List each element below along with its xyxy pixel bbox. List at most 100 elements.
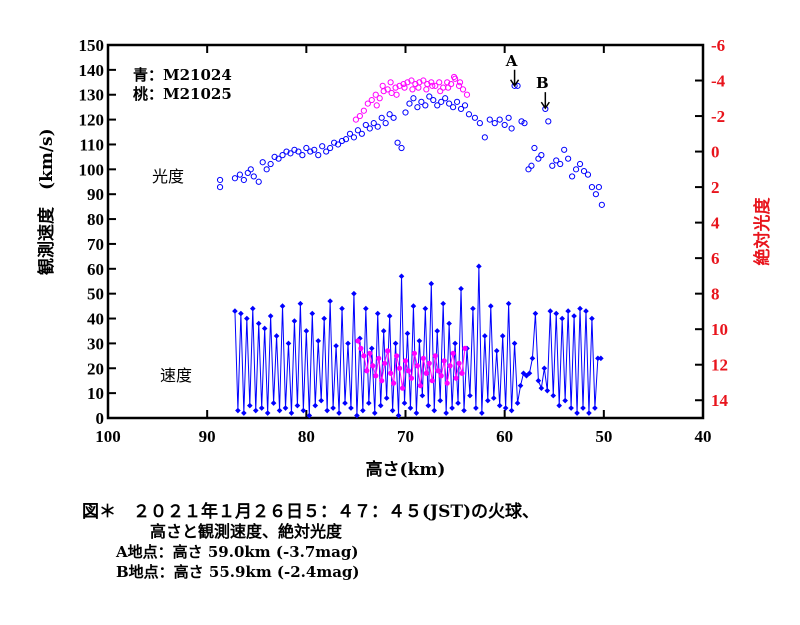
y-tick-label: 110: [79, 135, 104, 154]
x-tick-label: 70: [397, 427, 414, 446]
velocity-point: [408, 375, 415, 381]
velocity-point: [586, 410, 592, 416]
brightness-point: [476, 120, 483, 127]
velocity-point: [380, 328, 387, 334]
velocity-point: [417, 383, 423, 389]
velocity-point: [419, 392, 426, 399]
brightness-point: [356, 112, 363, 120]
velocity-point: [598, 355, 604, 362]
brightness-point: [315, 152, 322, 159]
velocity-point: [303, 328, 310, 334]
brightness-point: [387, 79, 394, 86]
caption-line-2: 高さと観測速度、絶対光度: [150, 522, 343, 541]
brightness-point: [374, 123, 381, 130]
velocity-point: [529, 355, 536, 362]
brightness-point: [346, 130, 354, 137]
x-tick-label: 50: [595, 427, 612, 446]
brightness-point: [267, 160, 274, 168]
brightness-point: [393, 91, 400, 98]
velocity-point: [355, 338, 361, 344]
velocity-point: [544, 387, 551, 394]
y2-tick-label: 12: [711, 356, 728, 375]
brightness-point: [236, 171, 243, 178]
velocity-point: [583, 308, 589, 314]
brightness-point: [436, 79, 443, 86]
velocity-point: [458, 285, 464, 292]
brightness-point: [508, 125, 515, 132]
y2-axis-label: 絶対光度: [752, 197, 773, 266]
brightness-point: [364, 100, 371, 107]
series-velocity-3: [355, 338, 468, 391]
brightness-point: [216, 176, 224, 184]
velocity-point: [577, 305, 583, 312]
brightness-point: [584, 171, 592, 178]
brightness-point: [244, 169, 251, 176]
brightness-point: [362, 121, 369, 129]
brightness-point: [323, 148, 330, 155]
velocity-point: [482, 333, 488, 339]
velocity-point: [238, 310, 244, 317]
brightness-point: [545, 118, 552, 125]
velocity-point: [410, 303, 417, 309]
series-brightness-0: [216, 82, 605, 208]
velocity-region-label: 速度: [160, 366, 192, 385]
velocity-point: [363, 305, 369, 312]
brightness-point: [580, 168, 588, 175]
velocity-point: [395, 412, 402, 419]
velocity-point: [435, 368, 441, 374]
velocity-point: [348, 405, 354, 411]
brightness-point: [410, 95, 417, 102]
y2-tick-label: 10: [711, 320, 728, 339]
brightness-point: [446, 100, 453, 107]
velocity-point: [449, 405, 455, 411]
velocity-point: [270, 400, 277, 406]
brightness-point: [303, 144, 310, 152]
velocity-point: [252, 407, 259, 414]
x-tick-label: 60: [496, 427, 513, 446]
velocity-point: [377, 402, 384, 409]
brightness-point: [350, 134, 358, 141]
brightness-point: [438, 98, 445, 105]
brightness-point: [592, 191, 600, 198]
brightness-point: [598, 201, 605, 208]
caption-point-a: A地点：高さ 59.0km (-3.7mag): [116, 543, 359, 561]
velocity-point: [232, 308, 238, 314]
series-layer: [216, 73, 605, 419]
brightness-point: [402, 109, 409, 116]
brightness-point: [418, 98, 425, 105]
velocity-point: [444, 380, 450, 386]
brightness-point: [561, 146, 568, 153]
velocity-point: [428, 280, 435, 287]
velocity-point: [595, 355, 601, 362]
x-tick-label: 90: [199, 427, 216, 446]
brightness-point: [275, 155, 282, 162]
velocity-point: [473, 405, 479, 411]
brightness-point: [535, 155, 542, 162]
y-tick-label: 60: [87, 260, 104, 279]
brightness-point: [572, 166, 580, 173]
velocity-point: [490, 395, 497, 401]
brightness-point: [376, 95, 383, 102]
velocity-point: [402, 358, 409, 364]
brightness-point: [279, 152, 286, 159]
brightness-point: [429, 82, 436, 89]
velocity-point: [452, 340, 458, 347]
y-tick-label: 80: [87, 210, 104, 229]
chart: 100 90 80 70 60 50 400102030405060708090100110…: [36, 36, 773, 480]
velocity-point: [437, 397, 444, 404]
y-tick-label: 40: [87, 310, 104, 329]
velocity-point: [562, 397, 568, 404]
brightness-point: [471, 114, 479, 121]
velocity-point: [580, 405, 586, 411]
velocity-point: [440, 300, 446, 307]
brightness-point: [557, 160, 564, 168]
velocity-point: [386, 313, 393, 319]
y-tick-label: 90: [87, 185, 104, 204]
brightness-point: [528, 162, 535, 169]
velocity-point: [367, 350, 373, 356]
y-tick-label: 30: [87, 334, 104, 353]
velocity-point: [374, 310, 381, 317]
brightness-point: [287, 150, 294, 157]
velocity-point: [288, 410, 295, 416]
brightness-point: [401, 84, 408, 91]
